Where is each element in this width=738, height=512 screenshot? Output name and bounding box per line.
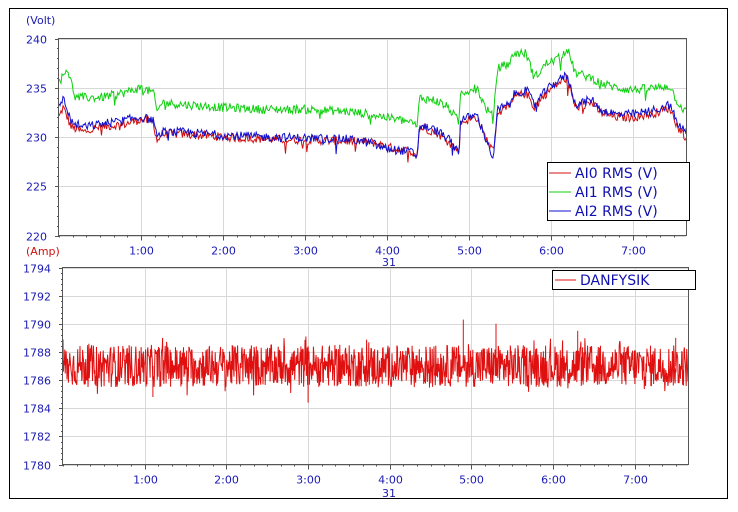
voltage-legend: AI0 RMS (V) AI1 RMS (V) AI2 RMS (V) bbox=[547, 162, 690, 221]
current-x-tick-label: 2:00 bbox=[214, 474, 239, 487]
current-x-tick-label: 3:00 bbox=[296, 474, 321, 487]
current-y-tick-label: 1784 bbox=[23, 403, 51, 416]
current-unit-label: (Amp) bbox=[26, 245, 60, 258]
voltage-y-ticks: 220 225 230 235 240 bbox=[26, 34, 59, 244]
current-x-tick-label: 1:00 bbox=[133, 474, 158, 487]
current-x-tick-label: 5:00 bbox=[459, 474, 484, 487]
current-y-tick-label: 1786 bbox=[23, 375, 51, 388]
current-x-ticks: 1:00 2:00 3:00 4:00 5:00 6:00 7:00 bbox=[63, 464, 677, 487]
legend-ai0-label: AI0 RMS (V) bbox=[575, 166, 658, 182]
voltage-chart: (Volt) 220 225 230 235 240 1:00 2:00 3:00 4:00 5… bbox=[26, 14, 690, 269]
voltage-series bbox=[58, 47, 687, 163]
voltage-plot-border bbox=[58, 38, 687, 236]
current-x-tick-label: 6:00 bbox=[541, 474, 566, 487]
voltage-y-tick-label: 240 bbox=[26, 34, 47, 47]
voltage-x-tick-label: 7:00 bbox=[621, 245, 646, 258]
current-x-tick-label: 7:00 bbox=[623, 474, 648, 487]
voltage-x-tick-label: 3:00 bbox=[293, 245, 318, 258]
current-legend-box bbox=[552, 270, 696, 290]
voltage-date-label: 31 bbox=[382, 256, 396, 269]
voltage-x-tick-label: 4:00 bbox=[375, 245, 400, 258]
current-chart: (Amp) 1780 1782 1784 1786 1788 1790 1792 1794 1… bbox=[23, 245, 696, 500]
series-line-ai1-rms-v bbox=[58, 47, 687, 128]
voltage-x-tick-label: 6:00 bbox=[539, 245, 564, 258]
outer-border bbox=[9, 8, 728, 499]
voltage-x-tick-label: 5:00 bbox=[457, 245, 482, 258]
legend-ai2-label: AI2 RMS (V) bbox=[575, 204, 658, 220]
voltage-x-ticks: 1:00 2:00 3:00 4:00 5:00 6:00 7:00 bbox=[59, 235, 675, 258]
current-y-tick-label: 1788 bbox=[23, 347, 51, 360]
voltage-y-tick-label: 225 bbox=[26, 181, 47, 194]
voltage-y-tick-label: 230 bbox=[26, 132, 47, 145]
legend-ai1-label: AI1 RMS (V) bbox=[575, 185, 658, 201]
voltage-x-tick-label: 1:00 bbox=[129, 245, 154, 258]
voltage-y-tick-label: 220 bbox=[26, 231, 47, 244]
voltage-x-tick-label: 2:00 bbox=[211, 245, 236, 258]
voltage-y-tick-label: 235 bbox=[26, 83, 47, 96]
series-line-ai2-rms-v bbox=[58, 71, 687, 160]
current-y-tick-label: 1792 bbox=[23, 291, 51, 304]
current-y-tick-label: 1794 bbox=[23, 263, 51, 276]
legend-danfysik-label: DANFYSIK bbox=[580, 273, 650, 289]
current-date-label: 31 bbox=[382, 487, 396, 500]
current-y-tick-label: 1782 bbox=[23, 431, 51, 444]
current-plot-border bbox=[62, 267, 689, 465]
current-x-tick-label: 4:00 bbox=[378, 474, 403, 487]
current-y-tick-label: 1790 bbox=[23, 319, 51, 332]
series-line-danfysik bbox=[62, 336, 689, 396]
current-series bbox=[62, 319, 689, 403]
voltage-legend-box bbox=[547, 162, 690, 221]
voltage-unit-label: (Volt) bbox=[26, 14, 55, 27]
current-y-tick-label: 1780 bbox=[23, 460, 51, 473]
current-legend: DANFYSIK bbox=[552, 270, 696, 290]
